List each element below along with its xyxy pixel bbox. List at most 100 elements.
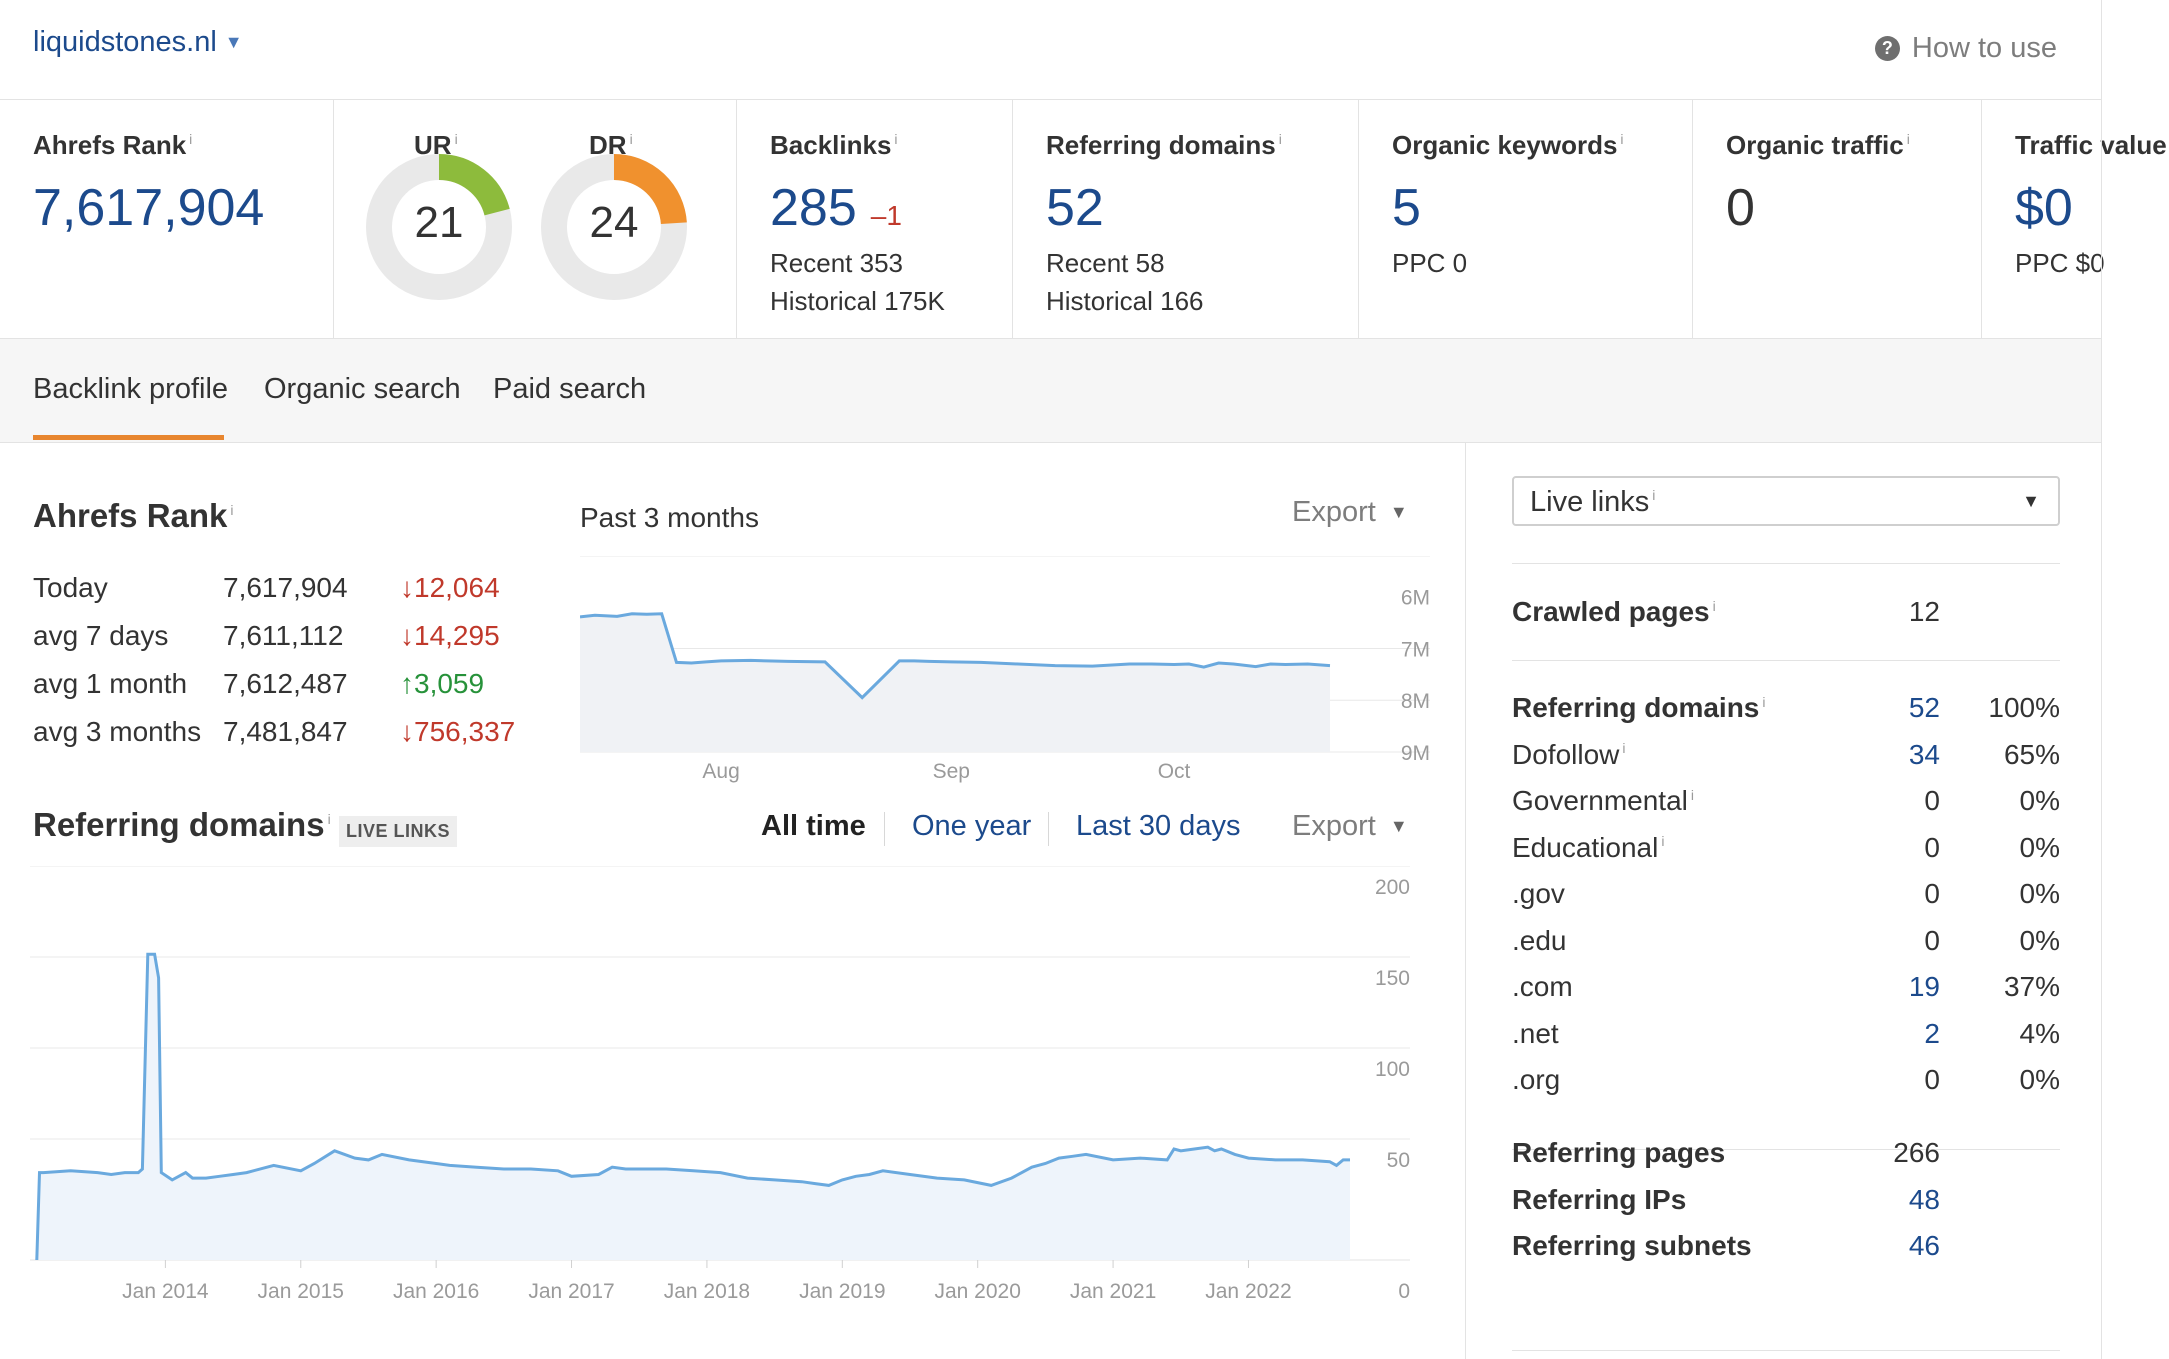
info-icon[interactable]: i — [1906, 131, 1910, 148]
info-icon[interactable]: i — [1661, 833, 1665, 850]
rank-row-value: 7,481,847 — [223, 716, 348, 747]
rd-row: Referring domains i 52 100% — [1512, 692, 2060, 732]
info-icon[interactable]: i — [230, 502, 234, 518]
metric-value[interactable]: $0 — [2015, 179, 2073, 237]
row-value[interactable]: 48 — [1908, 1183, 1940, 1215]
metric-value[interactable]: 285 — [770, 179, 857, 237]
range-last-30-days[interactable]: Last 30 days — [1076, 810, 1241, 842]
site-selector[interactable]: liquidstones.nl ▼ — [33, 26, 243, 59]
row-percent: 65% — [2003, 738, 2060, 770]
live-links-badge: LIVE LINKS — [339, 816, 458, 847]
info-icon[interactable]: i — [1762, 693, 1766, 710]
rank-row-change: ↓756,337 — [400, 716, 516, 747]
metric-value[interactable]: 52 — [1046, 179, 1104, 237]
rank-row-label: avg 7 days — [33, 620, 169, 651]
row-value[interactable]: 34 — [1908, 738, 1940, 770]
help-icon: ? — [1874, 36, 1900, 61]
rank-row-value: 7,617,904 — [223, 572, 348, 603]
chevron-down-icon: ▼ — [1389, 502, 1408, 522]
x-tick-label: Jan 2018 — [664, 1280, 750, 1303]
divider — [1512, 563, 2060, 564]
tab-backlink-profile[interactable]: Backlink profile — [33, 373, 229, 405]
rank-export-button[interactable]: Export ▼ — [1292, 496, 1408, 529]
metric-value[interactable]: 5 — [1392, 179, 1421, 237]
x-tick-label: Jan 2022 — [1205, 1280, 1291, 1303]
dr-value: 24 — [589, 198, 639, 247]
chevron-down-icon: ▼ — [2022, 491, 2040, 511]
info-icon[interactable]: i — [1620, 131, 1624, 148]
metric-backlinks: Backlinks i 285 –1 Recent 353 Historical 1… — [737, 100, 1013, 338]
row-label: Dofollow — [1512, 738, 1620, 770]
row-value: 12 — [1908, 596, 1940, 627]
row-label: .gov — [1512, 878, 1565, 909]
range-divider — [1048, 812, 1049, 846]
row-value[interactable]: 19 — [1908, 971, 1940, 1002]
x-tick-label: Jan 2015 — [258, 1280, 344, 1303]
rd-export-button[interactable]: Export ▼ — [1292, 810, 1408, 843]
row-percent: 0% — [2019, 785, 2060, 816]
info-icon[interactable]: i — [894, 131, 898, 148]
info-icon[interactable]: i — [1652, 487, 1656, 504]
section-title: Referring domains — [33, 806, 325, 843]
tab-organic-search[interactable]: Organic search — [264, 373, 461, 405]
range-all-time[interactable]: All time — [761, 810, 866, 842]
range-one-year[interactable]: One year — [912, 810, 1032, 842]
panel-divider — [1465, 443, 1466, 1359]
stat-row: Referring subnets 46 — [1512, 1230, 2060, 1270]
info-icon[interactable]: i — [189, 131, 193, 148]
site-name: liquidstones.nl — [33, 26, 217, 58]
y-tick-label: 150 — [1375, 967, 1410, 990]
arrow-up-icon: ↑ — [400, 668, 414, 699]
tab-paid-search[interactable]: Paid search — [493, 373, 647, 405]
metric-value[interactable]: 7,617,904 — [33, 179, 265, 237]
how-to-use-link[interactable]: ? How to use — [1874, 32, 2057, 65]
info-icon[interactable]: i — [1690, 786, 1694, 803]
metric-label: Ahrefs Rank — [33, 130, 187, 160]
rd-row: .org 0 0% — [1512, 1064, 2060, 1104]
metric-recent: Recent 58 — [1046, 248, 1165, 278]
row-percent: 0% — [2019, 831, 2060, 863]
metric-traffic-value: Traffic valuei $0 PPC $0 — [1982, 100, 2167, 338]
metric-ahrefs-rank: Ahrefs Rank i 7,617,904 — [0, 100, 334, 338]
info-icon[interactable]: i — [327, 811, 331, 827]
row-percent: 0% — [2019, 878, 2060, 909]
x-tick-label: Oct — [1158, 760, 1191, 783]
row-label: .org — [1512, 1064, 1561, 1095]
metric-ppc: PPC $0 — [2015, 248, 2105, 278]
info-icon[interactable]: i — [629, 131, 633, 148]
row-percent: 100% — [1988, 692, 2060, 723]
arrow-down-icon: ↓ — [400, 716, 414, 747]
row-value: 0 — [1924, 924, 1940, 956]
info-icon[interactable]: i — [454, 131, 458, 148]
ur-gauge — [366, 154, 512, 300]
chevron-down-icon: ▼ — [224, 32, 243, 52]
info-icon[interactable]: i — [1712, 597, 1716, 614]
row-label: Governmental — [1512, 785, 1688, 816]
metric-historical: Historical 175K — [770, 286, 945, 316]
row-label: .com — [1512, 971, 1573, 1002]
metric-value: 0 — [1726, 179, 1755, 237]
rank-period-label: Past 3 months — [580, 502, 759, 533]
metric-recent: Recent 353 — [770, 248, 903, 278]
live-links-select[interactable]: Live links i ▼ — [1512, 476, 2060, 526]
info-icon[interactable]: i — [1278, 131, 1282, 148]
rd-row: .edu 0 0% — [1512, 925, 2060, 965]
y-tick-label: 50 — [1387, 1149, 1410, 1172]
referring-domains-heading: Referring domains i — [33, 806, 331, 844]
row-value[interactable]: 52 — [1908, 692, 1940, 723]
row-percent: 37% — [2003, 971, 2060, 1002]
arrow-down-icon: ↓ — [400, 620, 414, 651]
page-edge — [2101, 0, 2102, 1359]
row-label: .net — [1512, 1017, 1559, 1049]
row-value[interactable]: 2 — [1924, 1017, 1940, 1049]
referring-domains-chart: 200 150 100 50 0 Jan 2014 Jan 2015 Jan 2016 Jan … — [30, 866, 1410, 1303]
metric-delta: –1 — [870, 200, 902, 231]
divider — [1512, 1149, 2060, 1150]
row-label: Referring IPs — [1512, 1183, 1687, 1215]
rank-row-change: ↑3,059 — [400, 668, 485, 699]
ur-gauge-arc — [438, 154, 510, 216]
info-icon[interactable]: i — [1622, 740, 1626, 757]
x-tick-label: Jan 2017 — [528, 1280, 614, 1303]
row-label: Educational — [1512, 831, 1659, 863]
row-value[interactable]: 46 — [1908, 1230, 1940, 1261]
